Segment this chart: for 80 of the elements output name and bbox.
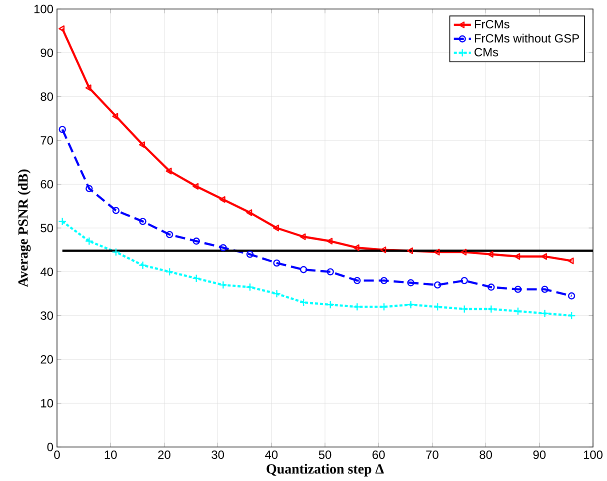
point [406,300,415,309]
point [354,276,361,284]
point [58,126,66,134]
x-tick-label: 100 [584,450,603,459]
y-tick-label: 40 [40,268,54,276]
point [486,304,496,314]
point [192,238,200,245]
point [326,238,333,244]
point [434,248,440,256]
point [540,309,549,318]
point [58,217,67,226]
point [246,250,254,258]
point [273,259,280,267]
x-tick-label: 10 [104,450,117,459]
point [192,183,199,190]
x-tick-label: 20 [158,450,170,459]
point [300,233,306,240]
y-tick-label: 0 [47,442,54,452]
point [192,274,201,283]
point [568,292,576,300]
point [220,244,227,252]
point [326,300,335,309]
x-tick-label: 50 [318,450,332,459]
point [246,282,254,292]
point [460,276,468,284]
x-tick-label: 40 [265,450,278,459]
point [514,253,520,260]
point [165,268,174,276]
point [487,250,494,258]
y-tick-label: 10 [41,398,54,408]
y-tick-label: 100 [34,4,54,14]
point [460,248,467,256]
x-tick-label: 80 [480,450,492,459]
point [84,236,94,246]
x-tick-label: 70 [426,450,438,459]
x-tick-label: 90 [533,450,546,459]
x-tick-label: 30 [212,450,224,459]
y-axis-title: Average PSNR (dB) [18,169,31,287]
point [406,247,413,254]
point [326,268,334,276]
point [300,266,308,274]
point [139,218,146,226]
x-tick-label: 0 [54,450,60,459]
legend-label: FrCMs without GSP [474,34,579,43]
point [380,246,386,254]
point [299,298,308,307]
point [246,209,252,216]
point [85,84,92,92]
point [353,244,360,252]
point [218,280,228,290]
point [380,276,388,284]
y-tick-label: 50 [40,224,54,232]
point [166,230,174,238]
point [434,281,442,289]
legend-label: CMs [474,48,498,56]
point [460,304,469,314]
x-tick-label: 60 [372,450,385,459]
y-tick-label: 90 [40,48,54,58]
point [166,168,172,174]
point [514,286,522,293]
point [272,224,279,232]
point [567,311,576,320]
y-tick-label: 30 [40,311,54,320]
point [272,290,281,298]
point [138,261,147,270]
point [86,184,93,192]
point [407,279,414,286]
y-tick-label: 80 [40,92,54,101]
point [219,196,226,203]
y-tick-label: 20 [40,355,54,364]
x-axis-title: Quantization step Δ [266,464,384,476]
point [488,284,495,291]
point [112,206,120,214]
point [541,286,548,293]
legend-label: FrCMs [474,20,510,28]
y-tick-label: 70 [40,136,54,145]
point [112,248,120,256]
point [138,141,145,148]
point [112,112,118,120]
y-tick-label: 60 [40,180,54,188]
